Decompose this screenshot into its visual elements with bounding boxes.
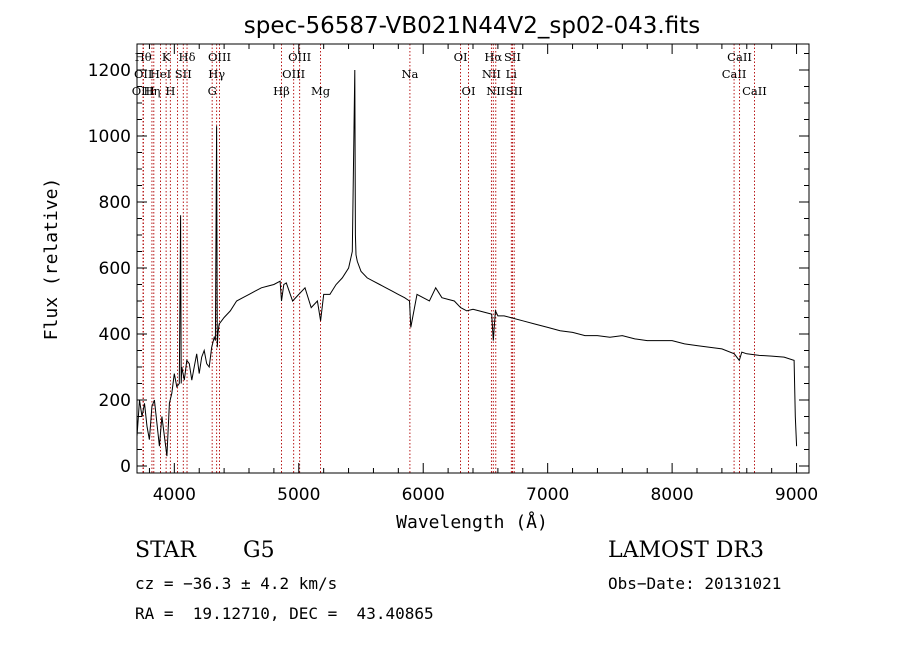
spectral-line-label: CaII [722,67,747,81]
survey-name: LAMOST DR3 [608,538,764,563]
y-tick-label: 1200 [88,61,131,81]
spectral-line-label: Li [506,67,518,81]
x-axis-label: Wavelength (Å) [396,511,548,533]
y-tick-label: 200 [99,391,131,411]
obs-date: Obs−Date: 20131021 [608,574,781,593]
spectral-line-label: Hη [143,84,160,98]
plot-frame [137,44,809,473]
x-axis: 4000 5000 6000 7000 8000 9000 [149,44,818,505]
spectral-line-label: Hγ [208,67,225,81]
spectral-line-label: OIII [288,50,311,64]
spectral-line-label: SII [504,50,521,64]
x-tick-label: 7000 [526,485,569,505]
spectral-line-label: OI [462,84,476,98]
spectral-line-label: OIII [282,67,305,81]
spectral-line-label: CaII [742,84,767,98]
spectral-line-markers: HθOIIOIIIHηHeIKHSIIHδGHγOIIIHβOIIIOIIIMg… [132,44,767,473]
x-tick-label: 6000 [402,485,445,505]
spectral-line-label: NII [486,84,505,98]
spectral-line-label: Mg [311,84,331,98]
spectral-line-label: OIII [208,50,231,64]
y-tick-label: 800 [99,193,131,213]
spectral-line-label: H [165,84,175,98]
spectral-line-label: NII [482,67,501,81]
spectral-line-label: Hβ [273,84,290,98]
spectral-line-label: Hδ [179,50,196,64]
spectral-line-label: CaII [727,50,752,64]
spectral-line-label: SII [506,84,523,98]
y-tick-label: 1000 [88,127,131,147]
spectral-line-label: SII [175,67,192,81]
spectral-line-label: HeI [150,67,171,81]
y-tick-label: 0 [120,457,131,477]
spectral-line-label: Na [401,67,418,81]
spectral-line-label: G [208,84,217,98]
spectral-line-label: K [162,50,171,64]
object-class: STAR [135,538,196,563]
chart-title: spec-56587-VB021N44V2_sp02-043.fits [244,13,700,39]
x-tick-label: 9000 [775,485,818,505]
redshift-readout: cz = −36.3 ± 4.2 km/s [135,574,337,593]
spectrum-series-line [137,70,797,456]
coordinates: RA = 19.12710, DEC = 43.40865 [135,604,434,623]
y-tick-label: 600 [99,259,131,279]
spectral-line-label: OI [454,50,468,64]
x-tick-label: 8000 [650,485,693,505]
y-tick-label: 400 [99,325,131,345]
spectral-line-label: Hα [484,50,502,64]
object-subclass: G5 [243,538,275,563]
y-axis: 0 200 400 600 800 1000 1200 [88,54,809,478]
x-tick-label: 4000 [153,485,196,505]
x-tick-label: 5000 [277,485,320,505]
y-axis-label: Flux (relative) [41,178,62,341]
